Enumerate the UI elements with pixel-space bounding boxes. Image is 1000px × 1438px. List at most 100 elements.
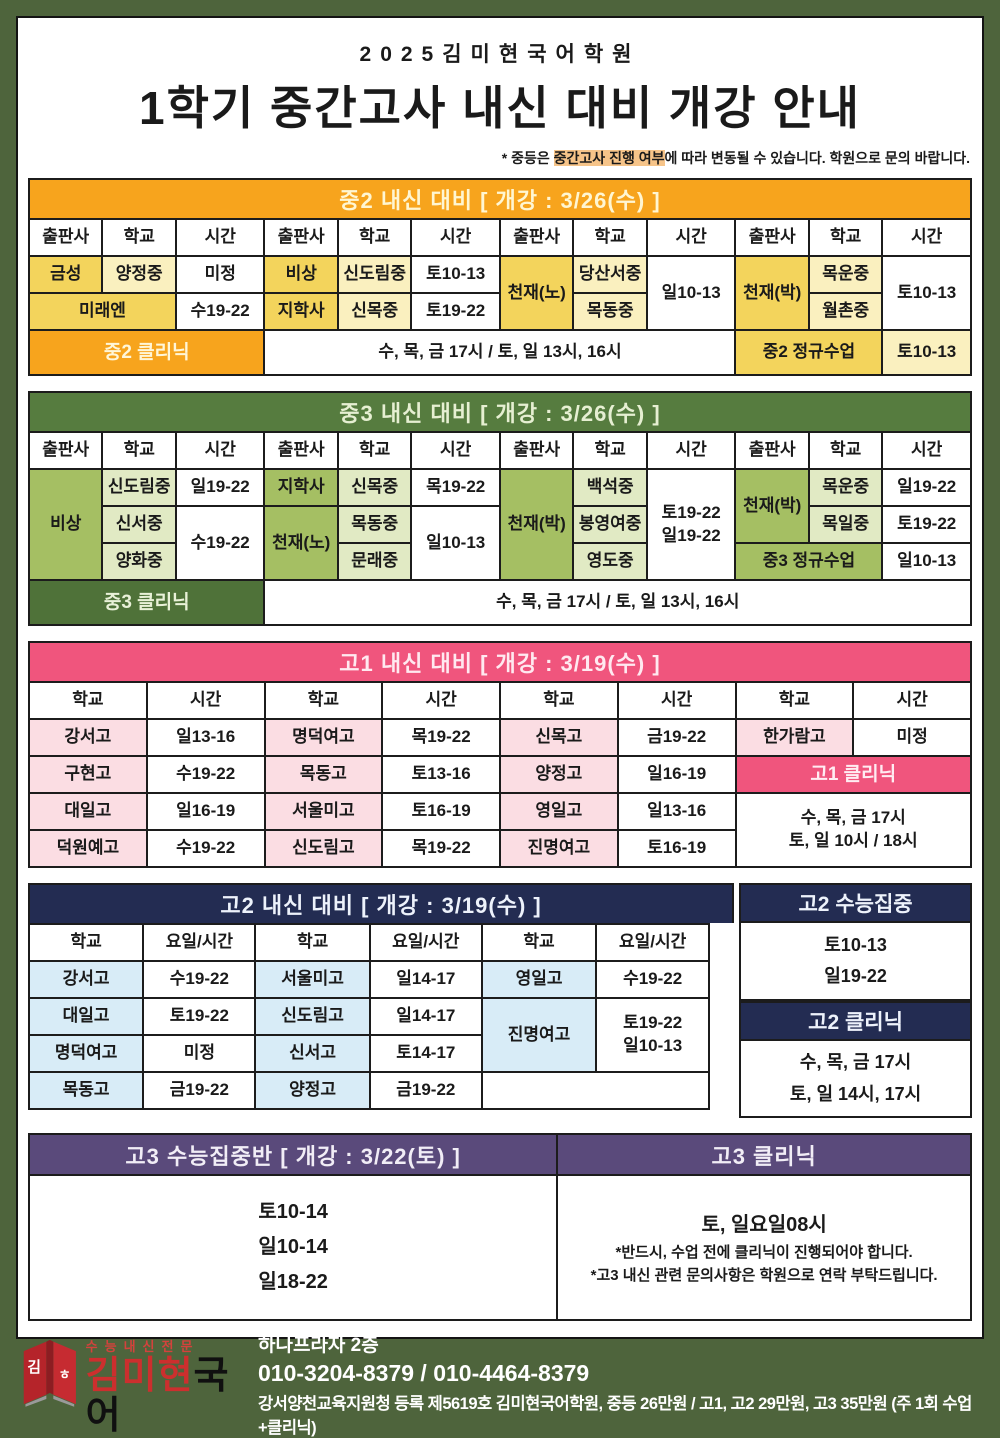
logo-book-letter: 김 xyxy=(27,1358,41,1376)
table-cell: 신서중 xyxy=(101,505,177,544)
table-cell: 양정고 xyxy=(254,1071,371,1110)
table-cell: 진명여고 xyxy=(499,829,619,868)
column-header: 출판사 xyxy=(27,218,104,257)
column-header: 시간 xyxy=(881,218,972,257)
go1-clinic-schedule: 수, 목, 금 17시 토, 일 10시 / 18시 xyxy=(734,792,972,868)
table-cell: 토14-17 xyxy=(368,1034,483,1073)
table-cell: 월촌중 xyxy=(807,292,884,331)
table-cell: 토10-13 xyxy=(881,329,972,376)
table-cell: 토19-22 xyxy=(410,292,501,331)
go2-title-bar: 고2 내신 대비 [ 개강 : 3/19(수) ] xyxy=(28,883,735,923)
logo-text: 수능내신전문 김미현국어 xyxy=(86,1332,242,1437)
column-header: 출판사 xyxy=(734,431,810,470)
table-cell: 천재(노) xyxy=(263,505,339,581)
schedule-line: 일10-14 xyxy=(258,1236,328,1258)
go3-clinic-panel: 고3 클리닉 토, 일요일08시 *반드시, 수업 전에 클리닉이 진행되어야 … xyxy=(558,1135,970,1319)
table-cell: 일14-17 xyxy=(368,960,483,999)
column-header: 학교 xyxy=(807,431,884,470)
logo-name-red: 김미현 xyxy=(85,1354,194,1397)
table-cell: 한가람고 xyxy=(734,718,855,757)
schedule-line: 수, 목, 금 17시 xyxy=(799,1052,912,1072)
column-header: 시간 xyxy=(145,681,266,720)
go1-clinic-band: 고1 클리닉 xyxy=(734,755,972,794)
table-cell: 수19-22 xyxy=(145,755,266,794)
column-header: 요일/시간 xyxy=(368,923,483,962)
go2-section: 고2 내신 대비 [ 개강 : 3/19(수) ] 학교 요일/시간 학교 요일/시간… xyxy=(27,883,972,1118)
table-cell: 봉영여중 xyxy=(572,505,648,544)
table-cell: 목19-22 xyxy=(410,468,501,507)
table-cell: 신도림고 xyxy=(254,997,371,1036)
table-cell: 일13-16 xyxy=(616,792,737,831)
column-header: 출판사 xyxy=(498,218,575,257)
table-cell: 지학사 xyxy=(263,292,339,331)
table-cell: 토19-22 xyxy=(142,997,257,1036)
schedule-line: 토10-13 xyxy=(824,934,887,955)
logo-name: 김미현국어 xyxy=(85,1354,242,1437)
jung2-section: 중2 내신 대비 [ 개강 : 3/26(수) ] 출판사 학교 시간 출판사 학교 시간… xyxy=(27,178,972,376)
jung3-table: 출판사 학교 시간 출판사 학교 시간 출판사 학교 시간 출판사 학교 시간 비상 신도림중 일19-22… xyxy=(27,431,972,626)
logo-book-letter: ㅎ xyxy=(59,1367,71,1382)
table-cell: 양정중 xyxy=(101,255,177,294)
table-cell: 당산서중 xyxy=(572,255,648,294)
column-header: 출판사 xyxy=(498,431,575,470)
jung3-section: 중3 내신 대비 [ 개강 : 3/26(수) ] 출판사 학교 시간 출판사 학교 시간… xyxy=(27,391,972,626)
table-cell: 비상 xyxy=(27,468,104,581)
table-cell: 목동고 xyxy=(263,755,384,794)
column-header: 출판사 xyxy=(263,218,339,257)
table-cell: 강서고 xyxy=(27,960,145,999)
table-cell: 양화중 xyxy=(101,542,177,581)
clinic-note: *고3 내신 관련 문의사항은 학원으로 연락 부탁드립니다. xyxy=(590,1267,938,1284)
column-header: 시간 xyxy=(881,431,972,470)
go3-clinic-title-bar: 고3 클리닉 xyxy=(558,1135,970,1176)
column-header: 출판사 xyxy=(734,218,810,257)
table-cell: 수19-22 xyxy=(174,505,266,581)
table-cell: 서울미고 xyxy=(263,792,384,831)
notice-highlight: 중간고사 진행 여부 xyxy=(553,150,665,166)
notice-line: * 중등은 중간고사 진행 여부에 따라 변동될 수 있습니다. 학원으로 문의… xyxy=(30,148,970,168)
table-cell: 미정 xyxy=(852,718,972,757)
table-cell: 수19-22 xyxy=(145,829,266,868)
table-cell: 천재(박) xyxy=(734,468,810,544)
go2-sooneung-title-bar: 고2 수능집중 xyxy=(739,883,972,923)
table-cell: 신서고 xyxy=(254,1034,371,1073)
clinic-note: *반드시, 수업 전에 클리닉이 진행되어야 합니다. xyxy=(615,1243,913,1261)
column-header: 시간 xyxy=(174,218,266,257)
table-cell: 일10-13 xyxy=(410,505,501,581)
table-cell: 명덕여고 xyxy=(263,718,384,757)
column-header: 학교 xyxy=(499,681,619,720)
table-cell: 목19-22 xyxy=(381,718,501,757)
schedule-line: 일18-22 xyxy=(258,1271,328,1293)
logo-tagline: 수능내신전문 xyxy=(85,1338,200,1354)
table-cell: 일16-19 xyxy=(616,755,737,794)
schedule-line: 토, 일 14시, 17시 xyxy=(789,1083,922,1104)
jung2-clinic-band: 중2 클리닉 xyxy=(27,329,266,376)
footer-phones: 010-3204-8379 / 010-4464-8379 xyxy=(258,1360,590,1386)
table-cell: 토16-19 xyxy=(616,829,737,868)
column-header: 학교 xyxy=(28,681,148,720)
column-header: 요일/시간 xyxy=(142,923,257,962)
table-cell: 영도중 xyxy=(572,542,648,581)
column-header: 학교 xyxy=(101,218,177,257)
jung2-regular-class: 중2 정규수업 xyxy=(734,329,884,376)
column-header: 시간 xyxy=(645,431,737,470)
academy-logo: 김 ㅎ 수능내신전문 김미현국어 xyxy=(22,1332,242,1437)
table-cell: 서울미고 xyxy=(254,960,371,999)
jung3-clinic-schedule: 수, 목, 금 17시 / 토, 일 13시, 16시 xyxy=(263,579,972,626)
jung2-title-bar: 중2 내신 대비 [ 개강 : 3/26(수) ] xyxy=(28,178,972,218)
column-header: 학교 xyxy=(254,923,371,962)
table-cell: 금성 xyxy=(27,255,104,294)
table-cell: 미정 xyxy=(142,1034,257,1073)
column-header: 시간 xyxy=(852,681,972,720)
go3-sooneung-schedule: 토10-14 일10-14 일18-22 xyxy=(30,1176,556,1319)
jung3-title-bar: 중3 내신 대비 [ 개강 : 3/26(수) ] xyxy=(28,391,972,431)
footer-contact-block: 하나프라자 2층 010-3204-8379 / 010-4464-8379 강… xyxy=(258,1330,978,1438)
table-cell: 목일중 xyxy=(807,505,884,544)
column-header: 출판사 xyxy=(263,431,339,470)
schedule-line: 토, 일요일08시 xyxy=(701,1213,827,1236)
go3-section: 고3 수능집중반 [ 개강 : 3/22(토) ] 토10-14 일10-14 … xyxy=(28,1133,972,1321)
column-header: 요일/시간 xyxy=(595,923,711,962)
table-cell: 천재(노) xyxy=(498,255,575,331)
table-cell: 일13-16 xyxy=(145,718,266,757)
table-cell: 목운중 xyxy=(807,468,884,507)
table-cell: 일19-22 xyxy=(174,468,266,507)
